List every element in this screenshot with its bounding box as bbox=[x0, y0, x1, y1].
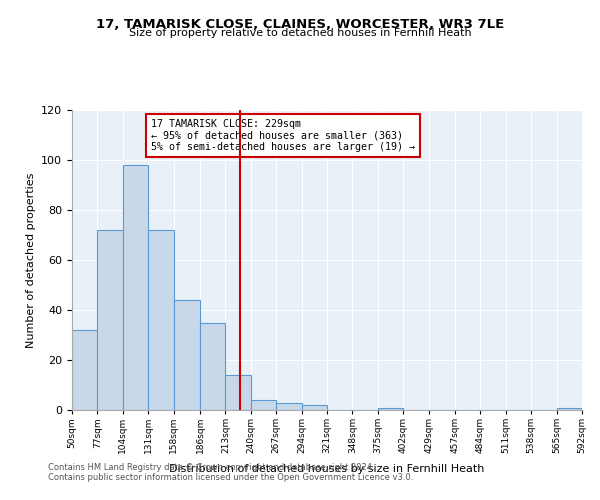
Bar bbox=[123, 165, 148, 410]
Bar bbox=[72, 330, 97, 410]
Text: 17 TAMARISK CLOSE: 229sqm
← 95% of detached houses are smaller (363)
5% of semi-: 17 TAMARISK CLOSE: 229sqm ← 95% of detac… bbox=[151, 119, 415, 152]
Bar bbox=[302, 405, 327, 410]
Text: Size of property relative to detached houses in Fernhill Heath: Size of property relative to detached ho… bbox=[128, 28, 472, 38]
Text: Contains HM Land Registry data © Crown copyright and database right 2024.: Contains HM Land Registry data © Crown c… bbox=[48, 464, 374, 472]
Bar bbox=[226, 375, 251, 410]
Bar bbox=[251, 400, 276, 410]
Bar bbox=[200, 322, 226, 410]
Bar bbox=[97, 230, 123, 410]
Text: Contains public sector information licensed under the Open Government Licence v3: Contains public sector information licen… bbox=[48, 474, 413, 482]
Bar bbox=[557, 408, 582, 410]
X-axis label: Distribution of detached houses by size in Fernhill Heath: Distribution of detached houses by size … bbox=[169, 464, 485, 474]
Text: 17, TAMARISK CLOSE, CLAINES, WORCESTER, WR3 7LE: 17, TAMARISK CLOSE, CLAINES, WORCESTER, … bbox=[96, 18, 504, 30]
Bar bbox=[148, 230, 173, 410]
Y-axis label: Number of detached properties: Number of detached properties bbox=[26, 172, 35, 348]
Bar bbox=[378, 408, 403, 410]
Bar bbox=[276, 402, 302, 410]
Bar bbox=[173, 300, 200, 410]
